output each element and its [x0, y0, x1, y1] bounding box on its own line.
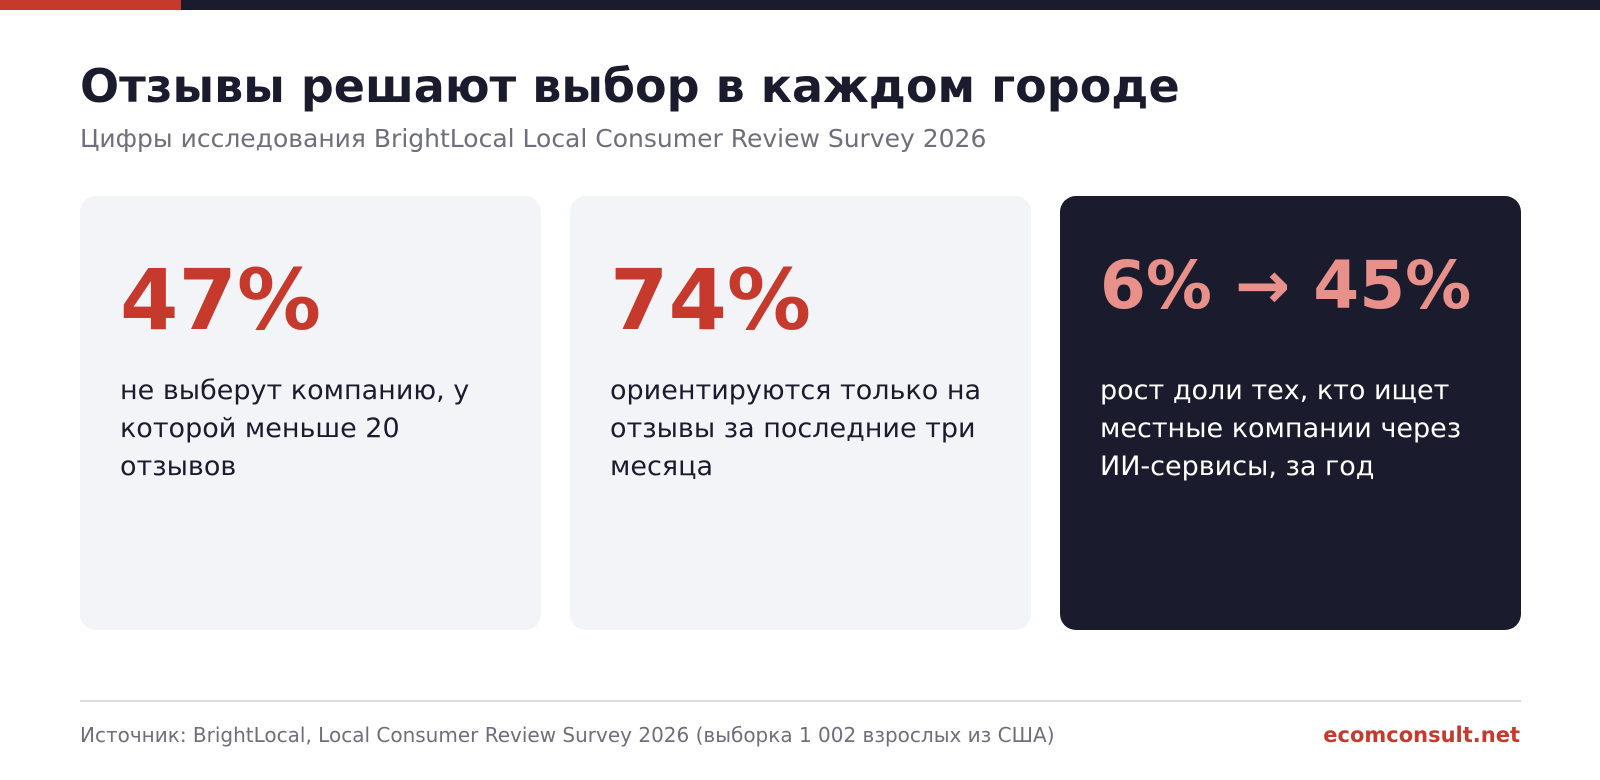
- brand-link[interactable]: ecomconsult.net: [1323, 723, 1520, 747]
- stat-card-recent-reviews: 74% ориентируются только на отзывы за по…: [570, 196, 1031, 630]
- page-title: Отзывы решают выбор в каждом городе: [80, 59, 1180, 113]
- page-subtitle: Цифры исследования BrightLocal Local Con…: [80, 124, 987, 153]
- stat-description: не выберут компанию, у которой меньше 20…: [120, 375, 470, 482]
- stat-card-reviews-count: 47% не выберут компанию, у которой меньш…: [80, 196, 541, 630]
- top-accent-bar-highlight: [0, 0, 181, 10]
- stat-value: 47%: [120, 251, 322, 349]
- top-accent-bar: [0, 0, 1600, 10]
- stat-value: 74%: [610, 251, 812, 349]
- stat-description: рост доли тех, кто ищет местные компании…: [1100, 375, 1462, 482]
- stat-card-ai-search-growth: 6% → 45% рост доли тех, кто ищет местные…: [1060, 196, 1521, 630]
- stat-description: ориентируются только на отзывы за послед…: [610, 375, 982, 482]
- footer-divider: [80, 700, 1521, 702]
- stat-value: 6% → 45%: [1100, 247, 1472, 324]
- source-note: Источник: BrightLocal, Local Consumer Re…: [80, 723, 1055, 747]
